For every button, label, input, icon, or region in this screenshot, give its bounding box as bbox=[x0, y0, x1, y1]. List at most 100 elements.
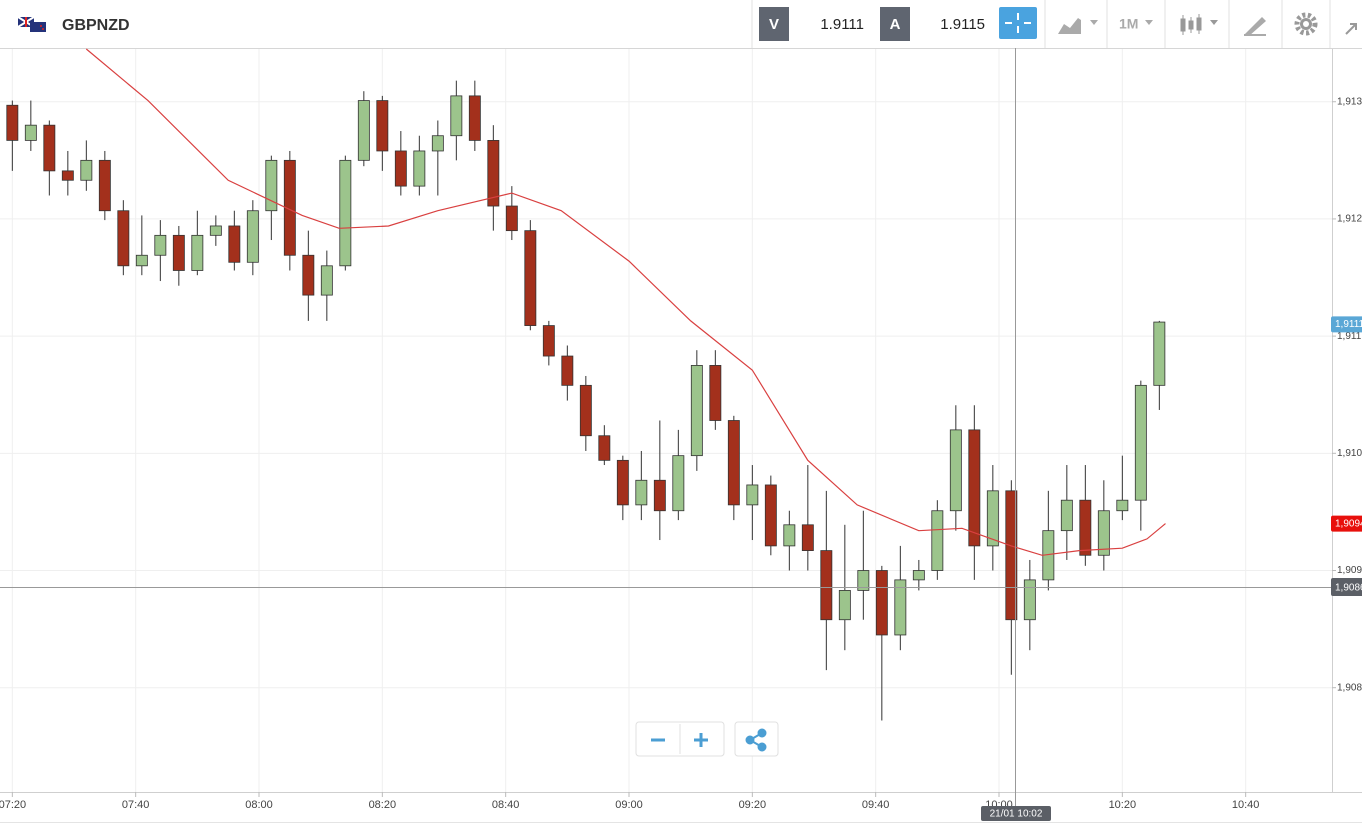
x-tick-label: 09:00 bbox=[615, 799, 643, 811]
price-marker-label: 1,9094 bbox=[1335, 518, 1362, 529]
candle-body bbox=[228, 225, 241, 263]
candle-body bbox=[154, 234, 167, 256]
candle-body bbox=[820, 550, 833, 621]
candle-body bbox=[209, 225, 222, 236]
candle-body bbox=[1023, 579, 1036, 621]
chart-type-button[interactable] bbox=[1058, 18, 1098, 34]
candle-body bbox=[357, 100, 370, 161]
candle-body bbox=[468, 95, 481, 141]
crosshair-time-bg bbox=[981, 806, 1051, 821]
candle-body bbox=[727, 420, 740, 506]
candle-body bbox=[894, 579, 907, 636]
candle-body bbox=[524, 230, 537, 326]
x-tick-label: 07:40 bbox=[122, 799, 150, 811]
candle-body bbox=[949, 429, 962, 512]
ask-button[interactable] bbox=[880, 7, 910, 41]
candle-body bbox=[376, 100, 389, 152]
candle-body bbox=[653, 479, 666, 512]
ask-label: A bbox=[890, 16, 901, 33]
candle-body bbox=[1153, 321, 1166, 386]
candle-body bbox=[172, 234, 185, 271]
x-tick-label: 09:40 bbox=[862, 799, 890, 811]
plot: 07:20 07:40 08:00 08:20 08:40 09:00 09:20 09:40… bbox=[0, 48, 1362, 827]
candle-body bbox=[320, 265, 333, 296]
price-marker bbox=[1331, 515, 1362, 532]
candle-body bbox=[783, 524, 796, 547]
candle-body bbox=[709, 365, 722, 421]
bid-price: 1.9111 bbox=[820, 16, 864, 33]
candle-body bbox=[135, 254, 148, 267]
x-axis-bg bbox=[0, 792, 1362, 827]
candle-body bbox=[875, 570, 888, 636]
candle-body bbox=[561, 355, 574, 386]
y-tick-label: 1,908 bbox=[1337, 682, 1362, 693]
y-tick-label: 1,909 bbox=[1337, 565, 1362, 576]
expand-button[interactable] bbox=[1345, 23, 1357, 35]
plot-bg bbox=[0, 49, 1332, 792]
candle-body bbox=[690, 365, 703, 457]
candle-body bbox=[302, 254, 315, 296]
flag-icon bbox=[17, 16, 46, 32]
candle-body bbox=[857, 570, 870, 591]
candle-body bbox=[98, 159, 111, 212]
price-marker bbox=[1331, 316, 1362, 333]
candle-body bbox=[635, 479, 648, 506]
zoom-controls bbox=[635, 721, 779, 757]
candle-body bbox=[43, 124, 56, 172]
candle-body bbox=[394, 150, 407, 187]
candle-body bbox=[450, 95, 463, 137]
candle-body bbox=[283, 159, 296, 256]
candle-body bbox=[931, 510, 944, 571]
symbol: GBPNZD bbox=[62, 17, 130, 34]
candle-body bbox=[413, 150, 426, 187]
candle-body bbox=[339, 159, 352, 267]
header: GBPNZD V 1.9111 A 1.9115 1M bbox=[0, 0, 1362, 49]
candle-body bbox=[487, 140, 500, 207]
candle-body bbox=[1060, 499, 1073, 532]
candle-body bbox=[6, 104, 19, 141]
dropdown-arrow bbox=[1145, 20, 1153, 25]
y-tick-label: 1,913 bbox=[1337, 96, 1362, 107]
candle-body bbox=[61, 170, 74, 181]
candle-body bbox=[968, 429, 981, 547]
y-tick-label: 1,911 bbox=[1337, 331, 1362, 342]
candle-body bbox=[1097, 510, 1110, 556]
candle-body bbox=[616, 459, 629, 506]
crosshair-time: 21/01 10:02 bbox=[990, 809, 1043, 820]
candle-body bbox=[1079, 499, 1092, 556]
x-tick-label: 08:20 bbox=[369, 799, 397, 811]
crosshair-price: 1,9086 bbox=[1335, 583, 1362, 594]
x-tick-label: 08:40 bbox=[492, 799, 520, 811]
header-bg bbox=[0, 0, 1362, 48]
candle-body bbox=[746, 484, 759, 506]
x-tick-label: 10:20 bbox=[1109, 799, 1137, 811]
candle-body bbox=[191, 234, 204, 271]
drawing-button[interactable] bbox=[1244, 17, 1266, 36]
price-marker-label: 1,9111 bbox=[1335, 319, 1362, 330]
candle-body bbox=[431, 135, 444, 152]
x-tick-label: 08:00 bbox=[245, 799, 273, 811]
candles-button[interactable] bbox=[1180, 14, 1218, 35]
candle-body bbox=[1134, 384, 1147, 501]
candle-body bbox=[986, 490, 999, 547]
candle-body bbox=[579, 384, 592, 437]
crosshair-button[interactable] bbox=[999, 7, 1037, 39]
timeframe[interactable]: 1M bbox=[1119, 16, 1138, 32]
y-tick-label: 1,912 bbox=[1337, 214, 1362, 225]
candle-body bbox=[80, 159, 93, 181]
crosshair-icon bbox=[1005, 13, 1031, 33]
settings-button[interactable] bbox=[1294, 12, 1318, 36]
share-icon bbox=[745, 728, 767, 752]
candle-body bbox=[838, 590, 851, 621]
candle-body bbox=[246, 210, 259, 263]
zoom-in-button[interactable] bbox=[694, 733, 708, 747]
candle-body bbox=[1116, 499, 1129, 512]
share-button[interactable] bbox=[734, 721, 779, 757]
candle-body bbox=[505, 205, 518, 232]
candle-body bbox=[542, 325, 555, 357]
bid-button[interactable] bbox=[759, 7, 789, 41]
candle-body bbox=[598, 435, 611, 461]
bid-label: V bbox=[769, 16, 779, 33]
